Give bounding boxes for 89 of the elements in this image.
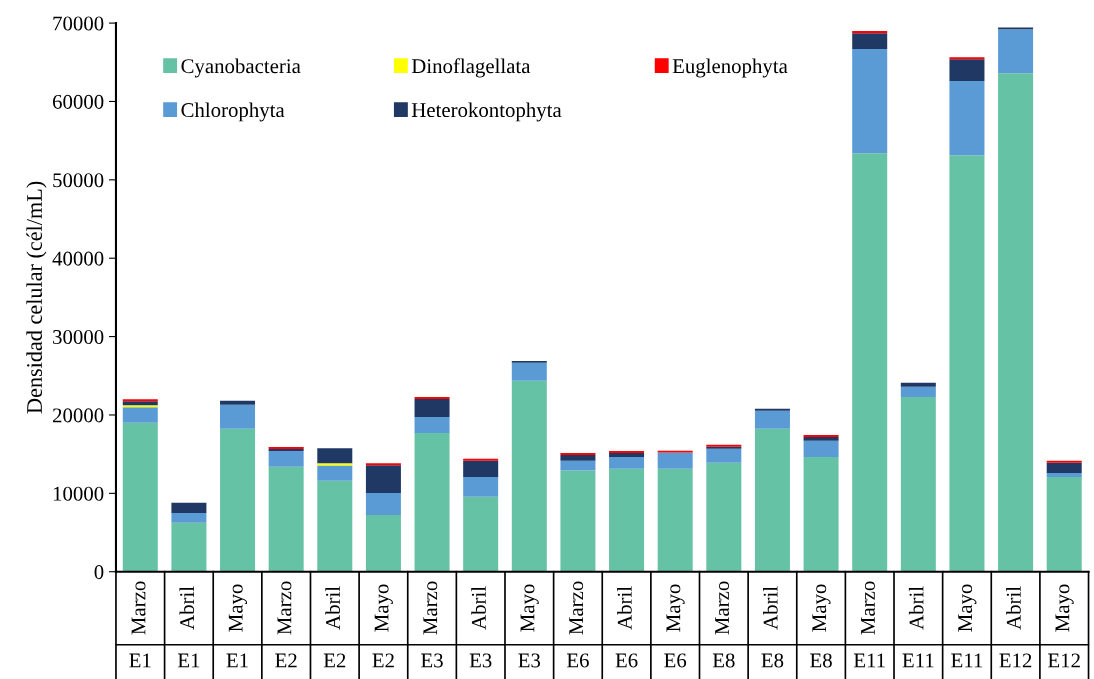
bar [171,522,207,572]
bar [317,465,353,481]
bar [803,440,839,457]
x-tick-label: Abril E12 [999,586,1032,668]
bar [609,456,645,469]
bar [560,470,596,572]
bar [609,468,645,572]
y-tick-label: 70000 [53,16,104,31]
bar [365,492,401,515]
x-tick-label: Marzo E11 [853,581,885,668]
bar [852,33,888,49]
bar [949,59,985,82]
legend-label: Dinoflagellata [411,58,531,78]
x-tick-label: Abril E2 [323,586,346,668]
bar [414,432,450,572]
bar [268,451,304,467]
x-tick-label: Mayo E6 [664,584,687,668]
x-tick-label: Abril E1 [177,586,200,668]
bar [560,454,596,461]
y-tick-label: 40000 [52,251,104,266]
bar [317,463,353,466]
x-tick-label: Marzo E2 [275,581,297,668]
bar [317,480,353,572]
legend-label: Heterokontophyta [411,102,562,122]
bar [414,398,450,417]
legend-label: Cyanobacteria [181,58,301,78]
bar [949,81,985,156]
x-tick-label: Mayo E3 [518,584,541,668]
bar [852,48,888,154]
bar [657,468,693,572]
x-tick-label: Marzo E3 [421,581,443,668]
bar [1046,472,1082,477]
x-tick-label: Marzo E1 [129,581,151,668]
bar [122,422,158,572]
bar [365,465,401,493]
bar [122,407,158,423]
bar [268,466,304,572]
bar [511,362,547,381]
x-tick-label: Abril E6 [615,586,638,668]
y-tick-label: 0 [94,565,104,580]
bar [852,153,888,572]
bar [803,456,839,572]
legend-label: Euglenophyta [672,58,788,78]
y-tick-label: 50000 [53,173,104,188]
bar [900,396,936,572]
bar [754,410,790,429]
bar [220,400,256,405]
bar [1046,462,1082,473]
bar [122,401,158,406]
bar [171,512,207,523]
x-tick-label: Mayo E1 [226,584,248,668]
bar [949,155,985,572]
x-tick-label: Abril E11 [902,586,934,668]
x-tick-label: Abril E3 [469,586,492,668]
bar [998,29,1034,74]
bar [900,386,936,397]
bar [1046,476,1082,572]
x-tick-label: Marzo E8 [712,581,735,668]
bar [998,73,1034,572]
bar [754,428,790,572]
bar [171,502,207,513]
bar [803,436,839,441]
bar [657,452,693,469]
legend-label: Chlorophyta [181,102,285,122]
bar [365,514,401,572]
x-tick-label: Marzo E6 [566,581,589,668]
bar [706,462,742,572]
y-tick-label: 60000 [52,94,104,109]
bar [220,428,256,572]
bar [706,448,742,463]
bar [414,416,450,433]
bar [609,452,645,457]
x-tick-label: Mayo E12 [1048,584,1080,668]
bar [560,460,596,471]
x-tick-label: Abril E8 [761,586,784,668]
bar [317,448,353,464]
bar [463,460,499,477]
y-tick-label: 20000 [52,408,104,423]
y-tick-label: 10000 [53,486,104,501]
bar [220,404,256,429]
x-tick-label: Mayo E2 [372,584,394,668]
y-tick-label: 30000 [53,329,104,345]
x-tick-label: Mayo E8 [810,584,832,668]
bar [511,380,547,572]
bar [463,496,499,572]
bar [463,476,499,497]
bar [900,382,936,387]
y-axis-title: Densidad celular (cél/mL) [26,181,47,414]
x-tick-label: Mayo E11 [951,584,983,668]
